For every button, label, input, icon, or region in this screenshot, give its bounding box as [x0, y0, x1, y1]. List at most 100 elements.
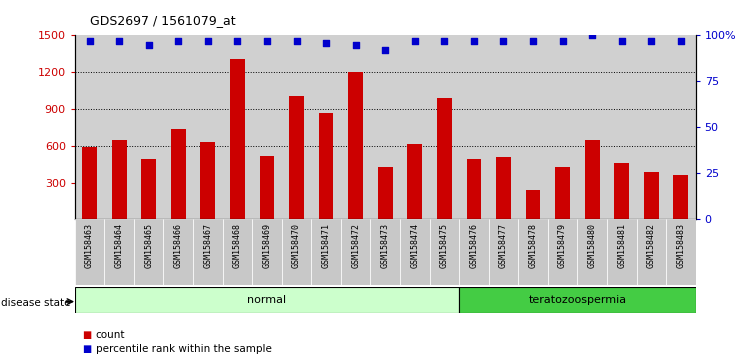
Text: GSM158465: GSM158465 — [144, 223, 153, 268]
Bar — [341, 219, 370, 285]
Bar — [252, 219, 282, 285]
Bar — [349, 72, 363, 219]
Bar — [75, 287, 459, 313]
Point — [143, 42, 155, 47]
Bar — [164, 219, 193, 285]
Bar — [378, 167, 393, 219]
Text: GSM158477: GSM158477 — [499, 223, 508, 268]
Bar — [311, 219, 341, 285]
Bar — [666, 35, 696, 219]
Text: GSM158474: GSM158474 — [411, 223, 420, 268]
Text: percentile rank within the sample: percentile rank within the sample — [96, 344, 272, 354]
Text: GSM158475: GSM158475 — [440, 223, 449, 268]
Bar — [518, 35, 548, 219]
Point — [616, 38, 628, 44]
Bar — [467, 159, 481, 219]
Bar — [164, 35, 193, 219]
Point — [261, 38, 273, 44]
Bar — [111, 140, 126, 219]
Text: GSM158466: GSM158466 — [174, 223, 183, 268]
Bar — [637, 219, 666, 285]
Bar — [105, 35, 134, 219]
Text: ■: ■ — [82, 330, 91, 339]
Bar — [614, 163, 629, 219]
Text: GDS2697 / 1561079_at: GDS2697 / 1561079_at — [90, 14, 236, 27]
Point — [646, 38, 657, 44]
Bar — [577, 35, 607, 219]
Bar — [370, 35, 400, 219]
Bar — [289, 96, 304, 219]
Point — [290, 38, 302, 44]
Point — [527, 38, 539, 44]
Bar — [75, 219, 105, 285]
Bar — [607, 219, 637, 285]
Bar — [400, 219, 429, 285]
Bar — [134, 219, 164, 285]
Point — [468, 38, 480, 44]
Bar — [319, 113, 334, 219]
Bar — [429, 35, 459, 219]
Text: GSM158467: GSM158467 — [203, 223, 212, 268]
Bar — [193, 35, 223, 219]
Bar — [141, 159, 156, 219]
Text: normal: normal — [248, 295, 286, 305]
Text: GSM158476: GSM158476 — [470, 223, 479, 268]
Bar — [488, 219, 518, 285]
Bar — [459, 35, 488, 219]
Point — [675, 38, 687, 44]
Text: ■: ■ — [82, 344, 91, 354]
Bar — [518, 219, 548, 285]
Bar — [644, 172, 659, 219]
Bar — [134, 35, 164, 219]
Bar — [526, 190, 540, 219]
Point — [172, 38, 184, 44]
Text: GSM158470: GSM158470 — [292, 223, 301, 268]
Point — [379, 47, 391, 53]
Bar — [408, 144, 422, 219]
Bar — [200, 142, 215, 219]
Bar — [673, 175, 688, 219]
Bar — [252, 35, 282, 219]
Bar — [585, 140, 600, 219]
Bar — [260, 156, 275, 219]
Text: GSM158473: GSM158473 — [381, 223, 390, 268]
Text: count: count — [96, 330, 125, 339]
Bar — [223, 35, 252, 219]
Bar — [370, 219, 400, 285]
Bar — [341, 35, 370, 219]
Bar — [105, 219, 134, 285]
Bar — [548, 219, 577, 285]
Point — [497, 38, 509, 44]
Bar — [437, 98, 452, 219]
Bar — [230, 59, 245, 219]
Point — [231, 38, 243, 44]
Text: GSM158480: GSM158480 — [588, 223, 597, 268]
Point — [586, 33, 598, 38]
Bar — [400, 35, 429, 219]
Bar — [637, 35, 666, 219]
Point — [438, 38, 450, 44]
Bar — [607, 35, 637, 219]
Text: GSM158482: GSM158482 — [647, 223, 656, 268]
Text: GSM158478: GSM158478 — [529, 223, 538, 268]
Point — [113, 38, 125, 44]
Text: GSM158468: GSM158468 — [233, 223, 242, 268]
Text: GSM158483: GSM158483 — [676, 223, 685, 268]
Text: disease state: disease state — [1, 298, 70, 308]
Point — [349, 42, 361, 47]
Point — [84, 38, 96, 44]
Point — [320, 40, 332, 46]
Text: GSM158469: GSM158469 — [263, 223, 272, 268]
Bar — [666, 219, 696, 285]
Point — [409, 38, 421, 44]
Bar — [82, 147, 97, 219]
Text: teratozoospermia: teratozoospermia — [528, 295, 626, 305]
Text: GSM158472: GSM158472 — [351, 223, 360, 268]
Bar — [311, 35, 341, 219]
Bar — [282, 219, 311, 285]
Bar — [488, 35, 518, 219]
Bar — [548, 35, 577, 219]
Text: GSM158471: GSM158471 — [322, 223, 331, 268]
Bar — [282, 35, 311, 219]
Text: GSM158481: GSM158481 — [617, 223, 626, 268]
